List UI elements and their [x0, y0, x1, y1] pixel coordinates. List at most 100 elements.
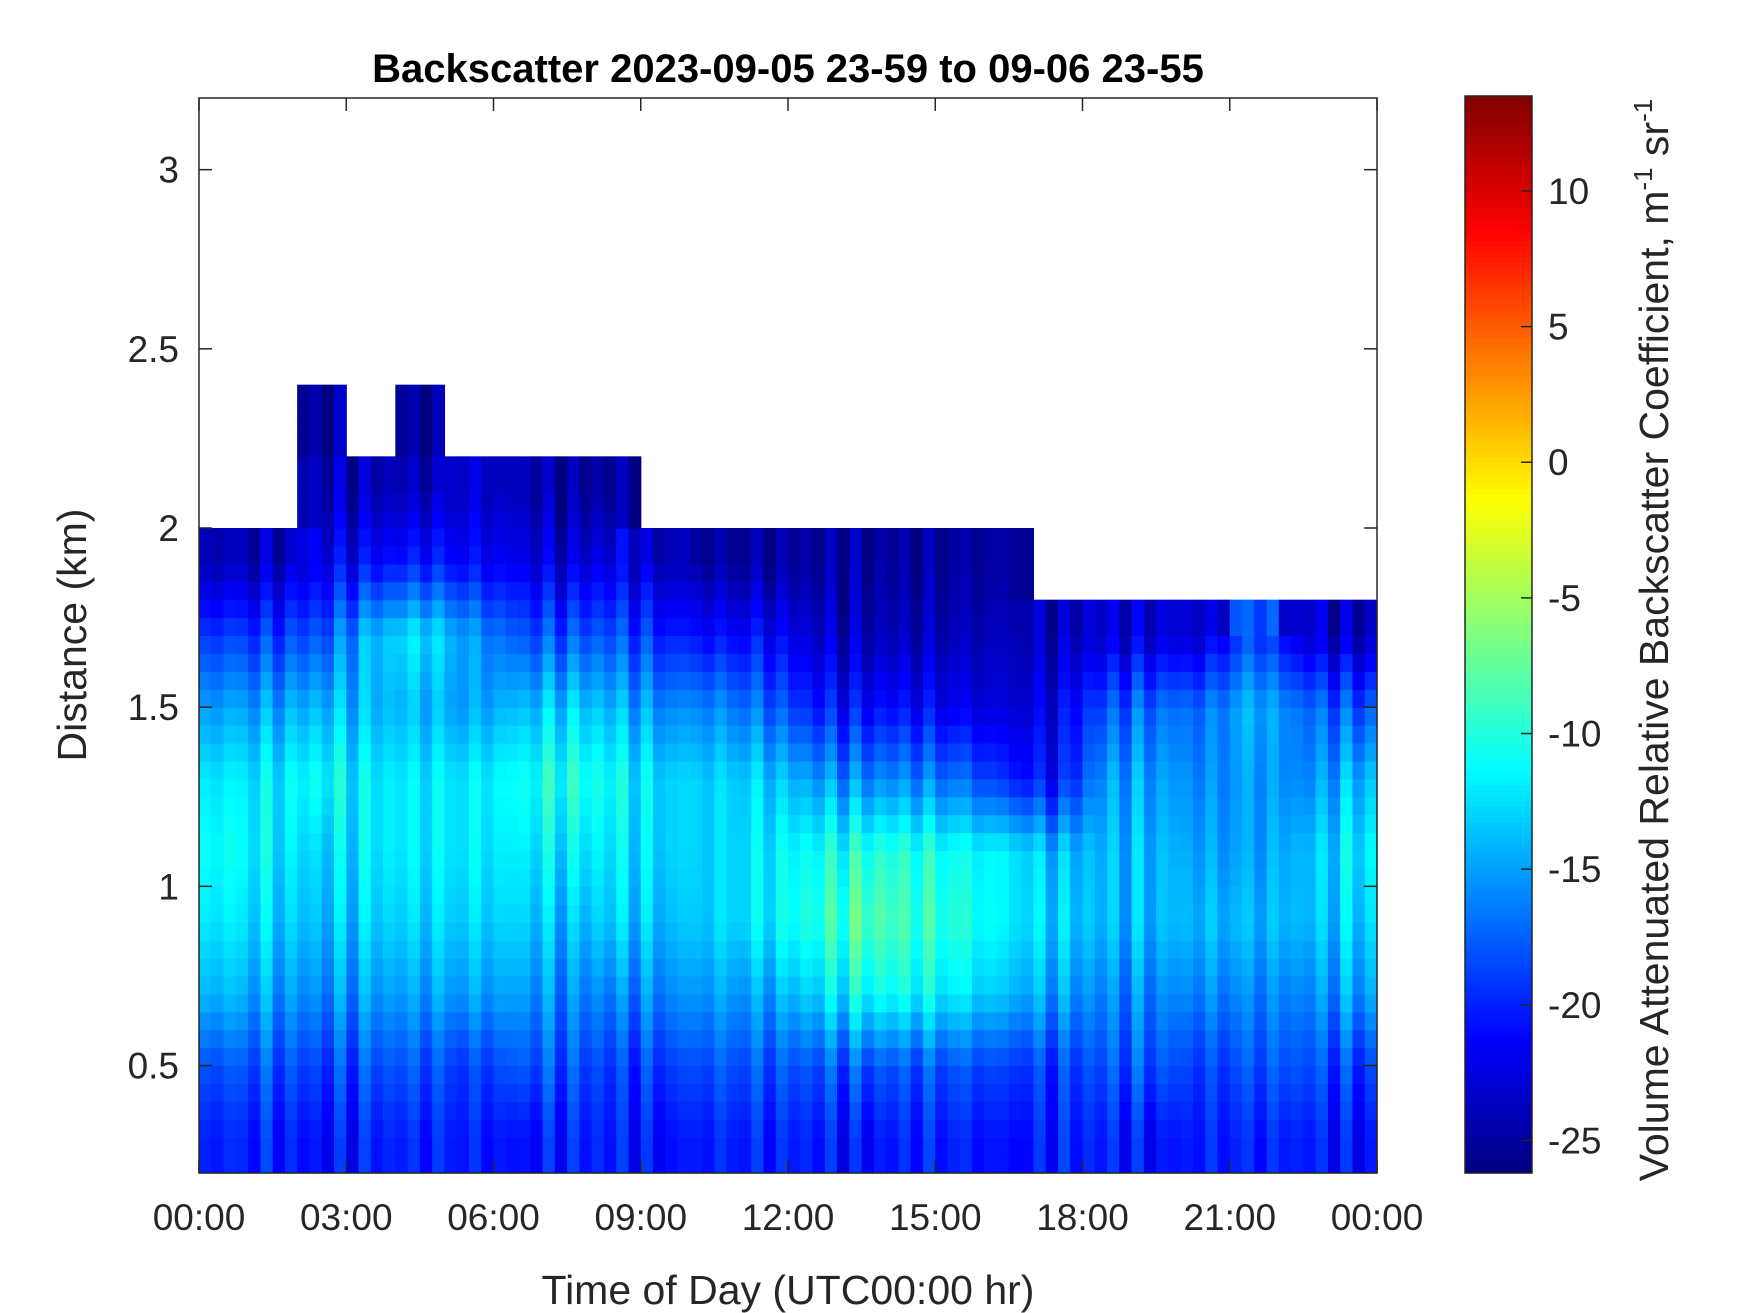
heatmap-cell: [567, 510, 580, 529]
heatmap-cell: [984, 1137, 998, 1156]
heatmap-cell: [567, 617, 580, 637]
heatmap-cell: [199, 760, 212, 780]
heatmap-cell: [468, 581, 482, 601]
heatmap-cell: [726, 1065, 740, 1085]
heatmap-cell: [518, 1011, 531, 1031]
heatmap-cell: [910, 796, 924, 816]
heatmap-cell: [358, 743, 372, 762]
heatmap-cell: [984, 778, 998, 798]
heatmap-cell: [432, 760, 446, 780]
heatmap-cell: [972, 743, 985, 762]
heatmap-cell: [1254, 635, 1268, 655]
heatmap-cell: [1119, 958, 1133, 977]
heatmap-cell: [603, 993, 617, 1013]
heatmap-cell: [407, 528, 421, 547]
heatmap-cell: [493, 922, 507, 941]
heatmap-cell: [800, 599, 814, 619]
heatmap-cell: [1143, 1155, 1157, 1174]
heatmap-cell: [199, 1119, 212, 1138]
heatmap-cell: [873, 599, 887, 619]
heatmap-cell: [800, 689, 814, 708]
heatmap-cell: [309, 832, 323, 852]
heatmap-cell: [1340, 886, 1354, 905]
heatmap-cell: [272, 1137, 286, 1156]
heatmap-cell: [518, 545, 531, 565]
heatmap-cell: [959, 1155, 973, 1174]
heatmap-cell: [518, 1119, 531, 1138]
heatmap-cell: [640, 1011, 654, 1031]
heatmap-cell: [788, 743, 801, 762]
heatmap-cell: [972, 993, 985, 1013]
heatmap-cell: [788, 868, 801, 887]
heatmap-cell: [1107, 940, 1120, 959]
heatmap-cell: [554, 599, 568, 619]
heatmap-cell: [468, 1101, 482, 1120]
heatmap-cell: [763, 850, 777, 870]
heatmap-cell: [603, 1119, 617, 1138]
heatmap-cell: [800, 1047, 814, 1067]
colorbar-segment: [1465, 1108, 1532, 1115]
heatmap-cell: [1094, 725, 1108, 744]
heatmap-cell: [1094, 922, 1108, 941]
heatmap-cell: [726, 528, 740, 547]
heatmap-cell: [1057, 635, 1071, 655]
heatmap-cell: [1229, 975, 1243, 995]
heatmap-cell: [1364, 814, 1378, 834]
heatmap-cell: [873, 832, 887, 852]
heatmap-cell: [419, 545, 433, 565]
heatmap-cell: [223, 725, 237, 744]
heatmap-cell: [383, 1011, 396, 1031]
heatmap-cell: [1045, 1155, 1059, 1174]
heatmap-cell: [1021, 1011, 1035, 1031]
heatmap-cell: [468, 563, 482, 583]
heatmap-cell: [972, 707, 985, 726]
heatmap-cell: [358, 1047, 372, 1067]
heatmap-cell: [640, 922, 654, 941]
heatmap-cell: [297, 599, 311, 619]
heatmap-cell: [886, 599, 900, 619]
heatmap-cell: [726, 993, 740, 1013]
heatmap-cell: [554, 1011, 568, 1031]
y-axis: 0.511.522.53: [128, 150, 1377, 1087]
heatmap-cell: [738, 653, 752, 672]
heatmap-cell: [603, 868, 617, 887]
heatmap-cell: [321, 510, 335, 529]
heatmap-cell: [1008, 1155, 1022, 1174]
heatmap-cell: [1082, 1137, 1096, 1156]
heatmap-cell: [456, 814, 470, 834]
heatmap-cell: [1303, 725, 1317, 744]
heatmap-cell: [1156, 1011, 1169, 1031]
heatmap-cell: [714, 1029, 728, 1049]
heatmap-cell: [505, 922, 519, 941]
heatmap-cell: [456, 1047, 470, 1067]
heatmap-cell: [370, 1011, 384, 1031]
heatmap-cell: [775, 886, 789, 905]
y-tick-label: 0.5: [128, 1046, 179, 1087]
heatmap-cell: [1242, 1083, 1255, 1102]
heatmap-cell: [1291, 778, 1304, 798]
heatmap-cell: [383, 563, 396, 583]
heatmap-cell: [199, 832, 212, 852]
heatmap-cell: [260, 599, 274, 619]
heatmap-cell: [959, 975, 973, 995]
colorbar-segment: [1465, 203, 1532, 210]
heatmap-cell: [284, 743, 298, 762]
heatmap-cell: [493, 599, 507, 619]
heatmap-cell: [1352, 940, 1366, 959]
heatmap-cell: [1364, 904, 1378, 923]
heatmap-cell: [837, 940, 850, 959]
heatmap-cell: [726, 653, 740, 672]
heatmap-cell: [1119, 671, 1133, 690]
heatmap-cell: [886, 1011, 900, 1031]
heatmap-cell: [775, 993, 789, 1013]
heatmap-cell: [702, 689, 715, 708]
heatmap-cell: [542, 689, 556, 708]
heatmap-cell: [358, 958, 372, 977]
heatmap-cell: [702, 707, 715, 726]
heatmap-cell: [346, 958, 360, 977]
heatmap-cell: [996, 725, 1010, 744]
heatmap-cell: [223, 1137, 237, 1156]
colorbar-segment: [1465, 903, 1532, 910]
heatmap-cell: [922, 581, 936, 601]
heatmap-cell: [358, 814, 372, 834]
